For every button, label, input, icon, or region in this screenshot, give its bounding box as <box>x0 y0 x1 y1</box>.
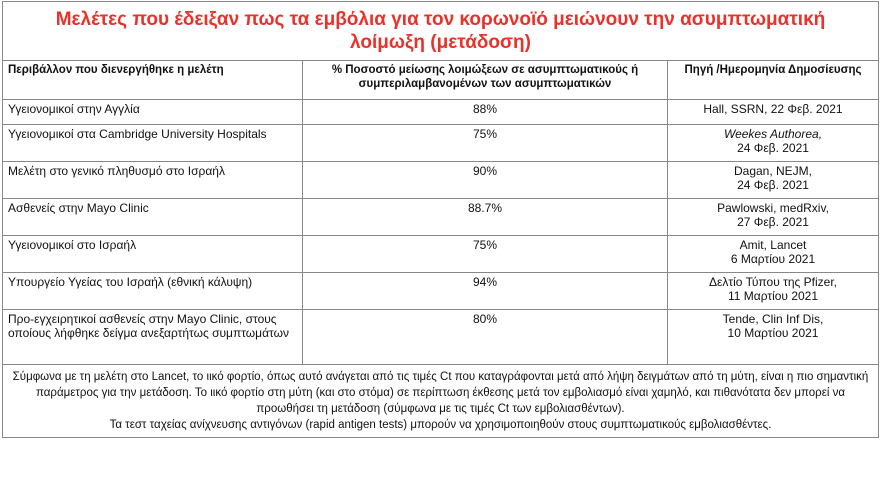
setting-cell: Ασθενείς στην Mayo Clinic <box>2 198 303 236</box>
source-cell-line: Δελτίο Τύπου της Pfizer, <box>709 275 837 289</box>
source-cell-line: 6 Μαρτίου 2021 <box>730 252 816 266</box>
note: Σύμφωνα με τη μελέτη στο Lancet, το ιικό… <box>2 364 879 438</box>
source-cell: Weekes Authorea, 24 Φεβ. 2021 <box>667 124 879 162</box>
setting-cell: Υγειονομικοί στην Αγγλία <box>2 99 303 125</box>
source-cell-line: Pawlowski, medRxiv, <box>717 201 829 215</box>
data-row: Υγειονομικοί στα Cambridge University Ho… <box>2 124 879 162</box>
reduction-cell: 88% <box>302 99 668 125</box>
reduction-cell: 88.7% <box>302 198 668 236</box>
data-row: Υγειονομικοί στο Ισραήλ 75% Amit, Lancet 6 … <box>2 235 879 273</box>
setting-cell: Μελέτη στο γενικό πληθυσμό στο Ισραήλ <box>2 161 303 199</box>
setting-cell: Προ-εγχειρητικοί ασθενείς στην Mayo Clin… <box>2 309 303 365</box>
source-cell: Dagan, NEJM, 24 Φεβ. 2021 <box>667 161 879 199</box>
reduction-cell: 75% <box>302 235 668 273</box>
source-cell-line: 11 Μαρτίου 2021 <box>727 289 819 303</box>
header-setting: Περιβάλλον που διενεργήθηκε η μελέτη <box>2 60 303 100</box>
reduction-cell: 94% <box>302 272 668 310</box>
source-cell-line: 27 Φεβ. 2021 <box>737 215 809 229</box>
reduction-cell: 75% <box>302 124 668 162</box>
source-cell: Amit, Lancet 6 Μαρτίου 2021 <box>667 235 879 273</box>
setting-cell: Υπουργείο Υγείας του Ισραήλ (εθνική κάλυ… <box>2 272 303 310</box>
studies-table: Μελέτες που έδειξαν πως τα εμβόλια για τ… <box>2 1 879 438</box>
source-cell-line: 24 Φεβ. 2021 <box>737 141 809 155</box>
header-source-line: Πηγή / <box>684 64 720 76</box>
source-cell: Tende, Clin Inf Dis, 10 Μαρτίου 2021 <box>667 309 879 365</box>
note-paragraph: Σύμφωνα με τη μελέτη στο Lancet, το ιικό… <box>12 371 869 415</box>
data-row: Ασθενείς στην Mayo Clinic 88.7% Pawlowski,… <box>2 198 879 236</box>
source-cell: Pawlowski, medRxiv, 27 Φεβ. 2021 <box>667 198 879 236</box>
note-row: Σύμφωνα με τη μελέτη στο Lancet, το ιικό… <box>2 364 879 438</box>
source-cell-line: Hall, SSRN, 22 Φεβ. 2021 <box>703 102 843 116</box>
source-cell-line: Dagan, NEJM, <box>733 164 813 178</box>
source-cell-line: Weekes Authorea, <box>723 127 823 141</box>
reduction-cell: 80% <box>302 309 668 365</box>
data-row: Υπουργείο Υγείας του Ισραήλ (εθνική κάλυ… <box>2 272 879 310</box>
header-row: Περιβάλλον που διενεργήθηκε η μελέτη% Πο… <box>2 60 879 100</box>
data-row: Μελέτη στο γενικό πληθυσμό στο Ισραήλ 90%… <box>2 161 879 199</box>
setting-cell: Υγειονομικοί στα Cambridge University Ho… <box>2 124 303 162</box>
header-reduction: % Ποσοστό μείωσης λοιμώξεων σε ασυμπτωμα… <box>302 60 668 100</box>
title: Μελέτες που έδειξαν πως τα εμβόλια για τ… <box>2 1 879 61</box>
data-row: Προ-εγχειρητικοί ασθενείς στην Mayo Clin… <box>2 309 879 365</box>
header-source: Πηγή /Ημερομηνία Δημοσίευσης <box>667 60 879 100</box>
source-cell-line: 24 Φεβ. 2021 <box>737 178 809 192</box>
source-cell-line: Tende, Clin Inf Dis, <box>722 312 824 326</box>
source-cell-line: Amit, Lancet <box>739 238 807 252</box>
note-paragraph: Τα τεστ ταχείας ανίχνευσης αντιγόνων (ra… <box>109 419 772 431</box>
setting-cell: Υγειονομικοί στο Ισραήλ <box>2 235 303 273</box>
reduction-cell: 90% <box>302 161 668 199</box>
source-cell: Δελτίο Τύπου της Pfizer, 11 Μαρτίου 2021 <box>667 272 879 310</box>
source-cell-line: 10 Μαρτίου 2021 <box>727 326 819 340</box>
source-cell: Hall, SSRN, 22 Φεβ. 2021 <box>667 99 879 125</box>
header-source-line: Ημερομηνία Δημοσίευσης <box>719 64 862 76</box>
data-row: Υγειονομικοί στην Αγγλία 88% Hall, SSRN, 2… <box>2 99 879 125</box>
